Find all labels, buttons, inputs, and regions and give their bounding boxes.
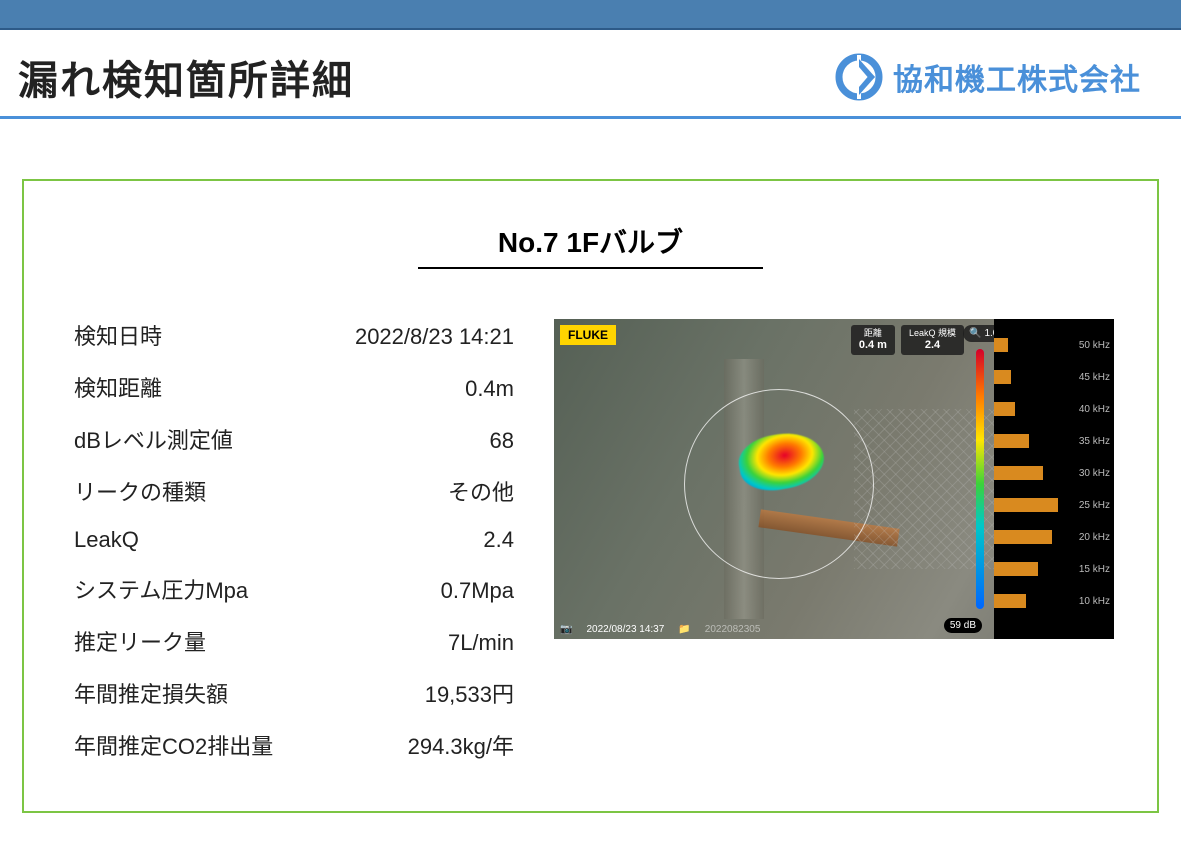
detail-card: No.7 1Fバルブ 検知日時 2022/8/23 14:21 検知距離 0.4m dB… [22,179,1159,813]
data-label: リークの種類 [74,475,206,507]
data-value: 7L/min [448,630,514,656]
mesh-graphic [854,409,994,569]
data-value: 2.4 [483,527,514,553]
data-value: 2022/8/23 14:21 [355,324,514,350]
data-label: 検知距離 [74,371,162,403]
spectrum-label: 45 kHz [1077,372,1110,383]
hud-leakq-chip: LeakQ 規模 2.4 [901,325,964,355]
data-value: その他 [448,475,514,507]
data-row: リークの種類 その他 [74,475,514,507]
spectrum-bar [994,498,1058,512]
spectrum-tick: 45 kHz [994,370,1110,384]
data-row: 推定リーク量 7L/min [74,625,514,657]
data-label: システム圧力Mpa [74,573,248,605]
hud-bottom-bar: 📷 2022/08/23 14:37 📁 2022082305 [560,624,760,635]
data-label: 検知日時 [74,319,162,351]
spectrum-tick: 15 kHz [994,562,1110,576]
data-value: 294.3kg/年 [408,729,514,761]
header: 漏れ検知箇所詳細 協和機工株式会社 [0,30,1181,119]
hud-distance-label: 距離 [864,328,882,338]
spectrum-label: 35 kHz [1077,436,1110,447]
spectrum-tick: 10 kHz [994,594,1110,608]
hud-distance-chip: 距離 0.4 m [851,325,895,355]
spectrum-bar [994,434,1029,448]
spectrum-label: 20 kHz [1077,532,1110,543]
hud-distance-value: 0.4 m [859,339,887,351]
data-label: 年間推定CO2排出量 [74,729,273,761]
hud-leakq-value: 2.4 [909,339,956,351]
db-bottom-pill: 59 dB [944,618,982,633]
spectrum-bar [994,466,1043,480]
data-column: 検知日時 2022/8/23 14:21 検知距離 0.4m dBレベル測定値 68 リーク… [74,319,514,781]
spectrum-label: 10 kHz [1077,596,1110,607]
company-name: 協和機工株式会社 [893,55,1141,99]
hud-top-chips: 距離 0.4 m LeakQ 規模 2.4 [851,325,964,355]
data-label: 年間推定損失額 [74,677,228,709]
capture-timestamp: 2022/08/23 14:37 [586,624,664,635]
data-value: 68 [490,428,514,454]
item-title: No.7 1Fバルブ [418,221,763,269]
frequency-spectrum: 50 kHz 45 kHz 40 kHz 35 kHz 30 kHz 25 kHz 20 k… [994,319,1114,639]
spectrum-bar [994,562,1038,576]
company-block: 協和機工株式会社 [835,53,1141,101]
spectrum-tick: 20 kHz [994,530,1110,544]
camera-icon: 📷 [560,624,572,635]
data-value: 19,533円 [425,677,514,709]
acoustic-capture-image: FLUKE 距離 0.4 m LeakQ 規模 2.4 🔍 1.0 x ⛶ ◉ [554,319,1114,639]
brand-badge: FLUKE [560,325,616,345]
spectrum-bar [994,402,1015,416]
data-row: 検知距離 0.4m [74,371,514,403]
data-row: LeakQ 2.4 [74,527,514,553]
data-row: 年間推定CO2排出量 294.3kg/年 [74,729,514,761]
folder-icon: 📁 [678,624,690,635]
top-accent-bar [0,0,1181,30]
spectrum-label: 15 kHz [1077,564,1110,575]
data-value: 0.4m [465,376,514,402]
data-row: dBレベル測定値 68 [74,423,514,455]
spectrum-bar [994,530,1052,544]
spectrum-label: 30 kHz [1077,468,1110,479]
spectrum-bar [994,594,1026,608]
hud-leakq-label: LeakQ 規模 [909,328,956,338]
spectrum-tick: 25 kHz [994,498,1110,512]
spectrum-bar [994,338,1008,352]
spectrum-label: 50 kHz [1077,340,1110,351]
data-row: 年間推定損失額 19,533円 [74,677,514,709]
company-logo-icon [835,53,883,101]
data-label: 推定リーク量 [74,625,206,657]
capture-folder: 2022082305 [705,624,761,635]
data-row: システム圧力Mpa 0.7Mpa [74,573,514,605]
page-title: 漏れ検知箇所詳細 [18,48,354,106]
data-label: dBレベル測定値 [74,423,233,455]
spectrum-tick: 30 kHz [994,466,1110,480]
spectrum-tick: 35 kHz [994,434,1110,448]
data-value: 0.7Mpa [441,578,514,604]
spectrum-tick: 50 kHz [994,338,1110,352]
data-label: LeakQ [74,527,139,553]
capture-column: FLUKE 距離 0.4 m LeakQ 規模 2.4 🔍 1.0 x ⛶ ◉ [554,319,1114,781]
item-title-wrap: No.7 1Fバルブ [54,221,1127,269]
color-scale-bar [976,349,984,609]
spectrum-label: 25 kHz [1077,500,1110,511]
spectrum-label: 40 kHz [1077,404,1110,415]
spectrum-bar [994,370,1011,384]
spectrum-tick: 40 kHz [994,402,1110,416]
data-row: 検知日時 2022/8/23 14:21 [74,319,514,351]
